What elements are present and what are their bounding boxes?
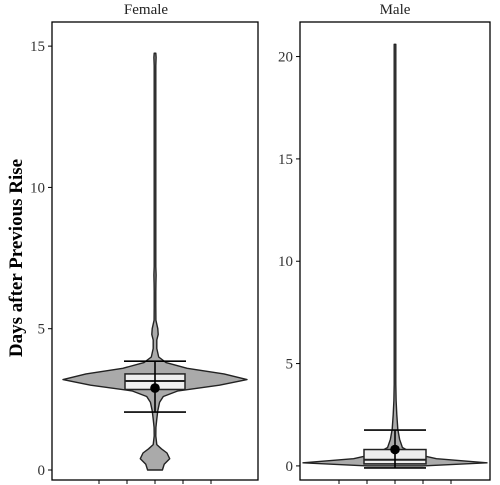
y-tick-label: 0 — [38, 463, 46, 479]
y-tick-label: 15 — [30, 39, 45, 55]
y-tick-label: 10 — [278, 254, 293, 270]
violin-shape — [302, 43, 488, 467]
y-axis-title: Days after Previous Rise — [6, 159, 27, 357]
y-tick-label: 5 — [286, 357, 294, 373]
mean-point — [390, 444, 400, 455]
panel-label-female: Female — [124, 2, 168, 18]
y-tick-label: 5 — [38, 322, 46, 338]
violin-group-female — [62, 52, 248, 471]
violin-shape — [62, 52, 248, 471]
y-tick-label: 10 — [30, 180, 45, 196]
y-axis-male: 0 5 10 15 20 — [278, 50, 452, 484]
y-tick-label: 0 — [286, 459, 294, 475]
panel-female: Female 0 5 10 15 — [30, 2, 259, 484]
panel-label-male: Male — [380, 2, 411, 18]
y-tick-label: 15 — [278, 152, 293, 168]
y-axis-female: 0 5 10 15 — [30, 39, 212, 484]
y-tick-label: 20 — [278, 50, 293, 66]
mean-point — [150, 383, 160, 393]
violin-group-male — [302, 43, 488, 469]
panel-male: Male 0 5 10 15 20 — [278, 2, 491, 484]
